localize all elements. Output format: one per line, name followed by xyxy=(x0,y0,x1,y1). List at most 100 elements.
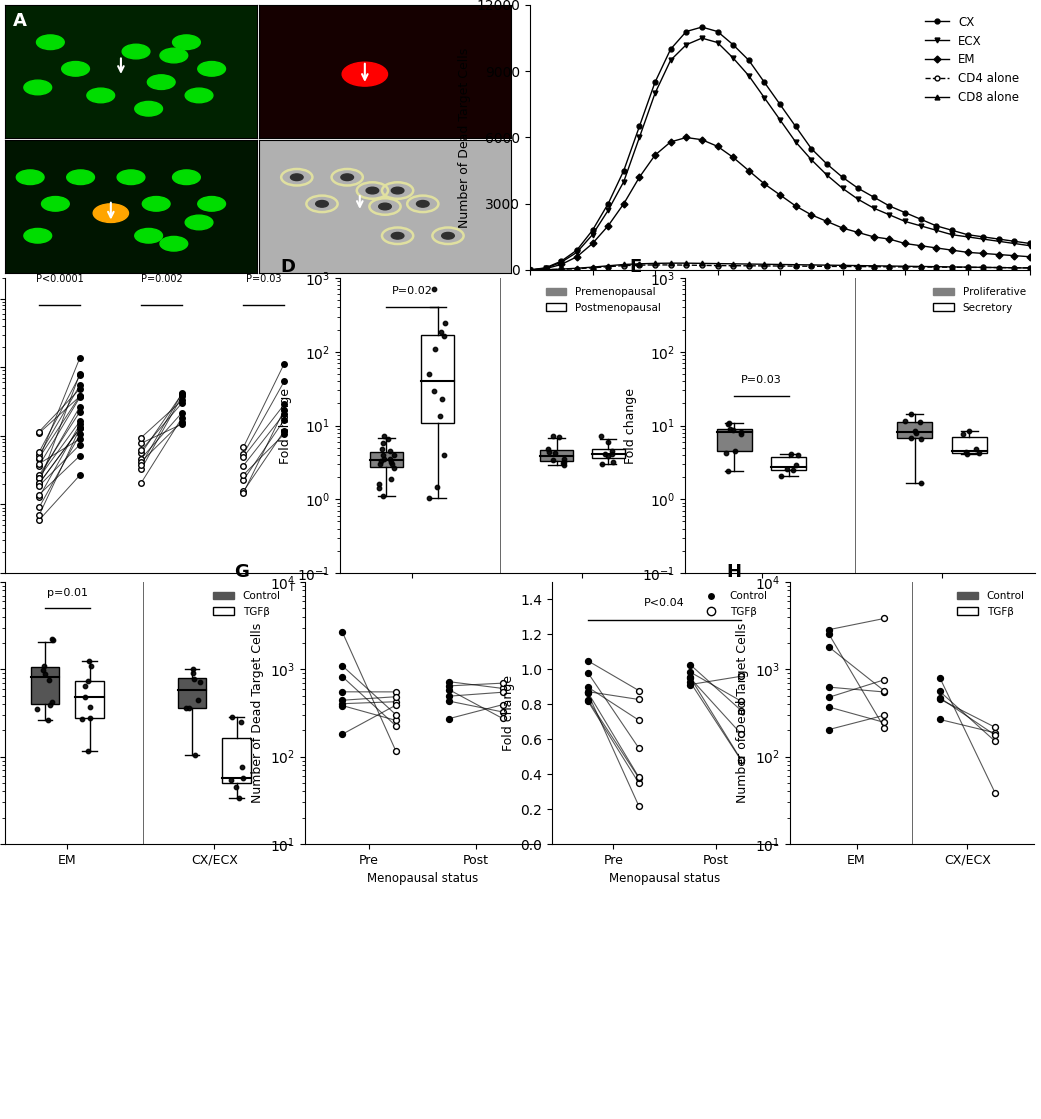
Point xyxy=(87,698,104,716)
Circle shape xyxy=(67,170,95,185)
FancyBboxPatch shape xyxy=(223,739,251,783)
Point xyxy=(84,709,101,727)
CD4 alone xyxy=(930,261,942,274)
CD4 alone xyxy=(664,258,677,272)
Circle shape xyxy=(143,197,170,211)
CD8 alone xyxy=(976,261,989,274)
Point xyxy=(35,700,52,718)
EM xyxy=(617,197,630,210)
EM xyxy=(773,188,786,201)
Point xyxy=(384,445,401,463)
Point xyxy=(875,683,892,700)
Point xyxy=(181,664,198,681)
Point xyxy=(911,422,928,440)
Circle shape xyxy=(61,62,90,76)
CD8 alone xyxy=(633,257,645,271)
Point xyxy=(371,453,387,471)
ECX xyxy=(680,38,692,51)
CD4 alone xyxy=(867,260,880,273)
Circle shape xyxy=(315,200,328,207)
ECX xyxy=(664,54,677,67)
Legend: Premenopausal, Postmenopausal: Premenopausal, Postmenopausal xyxy=(541,283,665,317)
Point xyxy=(385,479,402,497)
Point xyxy=(434,314,451,332)
Point xyxy=(600,444,616,462)
Point xyxy=(84,651,101,669)
Point xyxy=(441,693,458,711)
Text: ECX: ECX xyxy=(251,592,276,605)
FancyBboxPatch shape xyxy=(951,438,987,453)
EM xyxy=(742,163,755,177)
Point xyxy=(541,451,558,469)
CD8 alone xyxy=(992,261,1005,274)
Point xyxy=(720,414,737,432)
Circle shape xyxy=(340,173,354,180)
CD4 alone xyxy=(898,261,911,274)
Point xyxy=(334,695,351,713)
Legend: CX, ECX, EM, CD4 alone, CD8 alone: CX, ECX, EM, CD4 alone, CD8 alone xyxy=(920,11,1024,109)
Point xyxy=(424,365,440,383)
Point xyxy=(820,621,837,639)
Point xyxy=(176,745,193,763)
FancyBboxPatch shape xyxy=(771,458,807,470)
Point xyxy=(181,690,198,708)
Point xyxy=(441,687,458,705)
Point xyxy=(376,470,392,488)
CD8 alone xyxy=(945,261,958,274)
Point xyxy=(932,711,948,728)
Point xyxy=(820,698,837,716)
EM xyxy=(727,151,739,164)
Point xyxy=(915,429,932,446)
Point xyxy=(631,712,648,730)
CD8 alone xyxy=(836,258,848,272)
CD4 alone xyxy=(680,258,692,272)
ECX xyxy=(727,51,739,65)
Point xyxy=(607,455,624,473)
Point xyxy=(181,699,198,717)
Point xyxy=(75,671,92,689)
CD8 alone xyxy=(852,258,864,272)
CD4 alone xyxy=(539,263,552,276)
Point xyxy=(542,450,559,468)
Point xyxy=(932,690,948,708)
CD8 alone xyxy=(680,256,692,270)
Point xyxy=(425,389,441,407)
CD4 alone xyxy=(711,258,723,272)
Point xyxy=(733,702,750,720)
Point xyxy=(898,405,915,423)
Y-axis label: Number of Dead Target Cells: Number of Dead Target Cells xyxy=(736,623,750,803)
ECX xyxy=(617,175,630,188)
ECX xyxy=(805,153,817,167)
Point xyxy=(591,442,608,460)
Circle shape xyxy=(94,204,128,223)
Point xyxy=(555,453,572,471)
Point xyxy=(631,681,648,699)
Circle shape xyxy=(391,233,404,239)
Point xyxy=(580,690,596,708)
Circle shape xyxy=(160,48,187,63)
Point xyxy=(494,709,511,727)
ECX xyxy=(1008,237,1020,251)
Point xyxy=(234,789,251,807)
Point xyxy=(223,758,239,775)
Text: P<0.0001: P<0.0001 xyxy=(35,274,83,284)
CD8 alone xyxy=(914,260,926,273)
Point xyxy=(231,771,248,789)
Circle shape xyxy=(173,35,200,49)
CD4 alone xyxy=(633,258,645,272)
Point xyxy=(631,690,648,708)
EM xyxy=(867,231,880,244)
CX xyxy=(633,120,645,133)
CD4 alone xyxy=(1008,261,1020,274)
Point xyxy=(987,784,1004,802)
Point xyxy=(494,684,511,702)
Point xyxy=(433,340,450,358)
Point xyxy=(631,769,648,787)
CD8 alone xyxy=(586,261,599,274)
EM xyxy=(524,263,536,276)
Point xyxy=(387,693,404,711)
ECX xyxy=(945,228,958,242)
CX xyxy=(680,25,692,38)
ECX xyxy=(539,262,552,275)
Point xyxy=(384,459,401,477)
